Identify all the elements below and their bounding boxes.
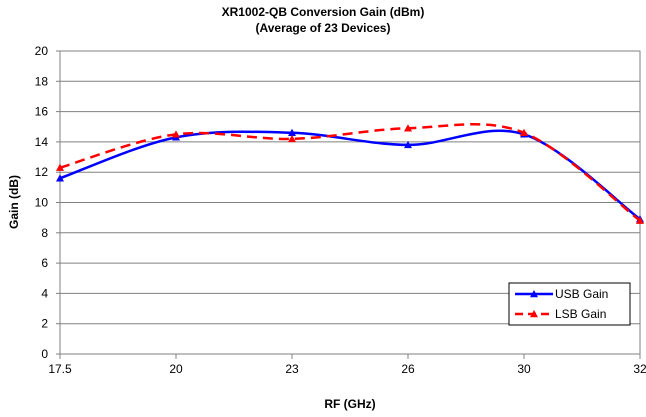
legend: USB Gain LSB Gain xyxy=(508,282,631,326)
x-tick-label: 23 xyxy=(285,362,299,376)
x-axis-ticks: 17.5 20 23 26 30 32 xyxy=(48,354,646,376)
x-axis-label: RF (GHz) xyxy=(324,397,375,411)
legend-label-lsb-gain: LSB Gain xyxy=(555,307,606,321)
y-tick-label: 2 xyxy=(41,317,48,331)
y-tick-label: 4 xyxy=(41,286,48,300)
data-point-usb-gain xyxy=(404,140,412,149)
x-tick-label: 20 xyxy=(169,362,183,376)
y-axis-label: Gain (dB) xyxy=(7,175,21,229)
y-tick-label: 12 xyxy=(35,165,49,179)
legend-box xyxy=(508,282,631,326)
data-point-usb-gain xyxy=(56,174,64,182)
data-point-lsb-gain xyxy=(288,134,296,143)
y-tick-label: 14 xyxy=(35,135,49,149)
y-tick-label: 20 xyxy=(35,44,49,58)
y-axis-ticks: 0 2 4 6 8 10 12 14 16 18 20 xyxy=(35,44,60,361)
x-tick-label: 26 xyxy=(401,362,415,376)
x-tick-label: 32 xyxy=(633,362,646,376)
y-tick-label: 18 xyxy=(35,74,49,88)
chart-title: XR1002-QB Conversion Gain (dBm) xyxy=(221,5,425,19)
data-point-lsb-gain xyxy=(520,128,528,137)
y-tick-label: 8 xyxy=(41,226,48,240)
data-point-lsb-gain xyxy=(56,163,64,171)
y-tick-label: 16 xyxy=(35,105,49,119)
y-tick-label: 6 xyxy=(41,256,48,270)
series-group xyxy=(56,123,644,224)
y-tick-label: 10 xyxy=(35,196,49,210)
data-point-lsb-gain xyxy=(404,124,412,132)
x-tick-label: 30 xyxy=(517,362,531,376)
chart-subtitle: (Average of 23 Devices) xyxy=(255,21,391,35)
x-tick-label: 17.5 xyxy=(48,362,72,376)
series-line-lsb-gain xyxy=(59,123,641,222)
legend-marker-lsb-gain xyxy=(530,310,538,318)
data-point-lsb-gain xyxy=(172,130,180,138)
data-point-lsb-gain xyxy=(636,216,644,224)
legend-label-usb-gain: USB Gain xyxy=(555,287,608,301)
data-point-usb-gain xyxy=(288,128,296,137)
legend-marker-usb-gain xyxy=(530,290,538,298)
y-tick-label: 0 xyxy=(41,347,48,361)
